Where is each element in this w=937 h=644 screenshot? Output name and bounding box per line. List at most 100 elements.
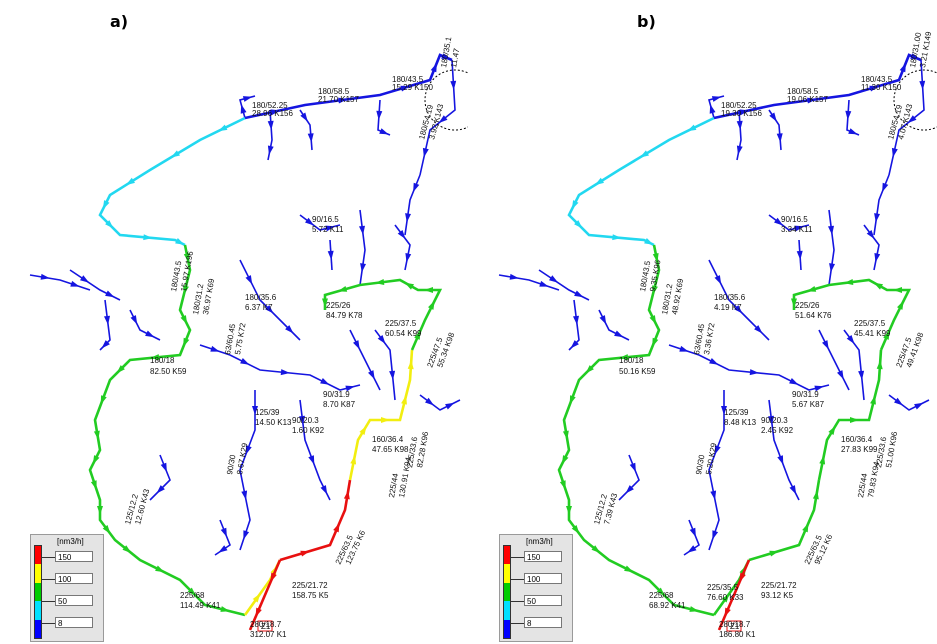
flow-arrow (93, 430, 100, 440)
pipe-label: 180/18 (619, 356, 644, 365)
pipe-label: 11.47 (449, 47, 461, 68)
flow-arrow (777, 455, 784, 465)
flow-arrow (869, 85, 879, 92)
flow-arrow (629, 462, 636, 473)
flow-arrow (40, 273, 50, 280)
flow-arrow (125, 177, 135, 186)
pipe-label: 225/21.72 (292, 581, 328, 590)
flow-arrow (914, 402, 924, 410)
flow-arrow (571, 200, 579, 210)
pipe-label: 90/16.5 (312, 215, 339, 224)
flow-arrow (285, 325, 294, 334)
flow-arrow (789, 378, 799, 385)
flow-arrow (245, 445, 252, 455)
flow-arrow (710, 490, 717, 500)
flow-arrow (210, 345, 220, 352)
flow-arrow (769, 112, 777, 122)
flow-arrow (739, 109, 749, 116)
flow-arrow (794, 225, 804, 232)
flow-arrow (828, 225, 834, 235)
pipe-label: 50.16 K59 (619, 367, 656, 376)
flow-arrow (143, 234, 153, 241)
pipe-label: 51.00 K96 (884, 430, 899, 468)
pipe-label: 180/58.5 (787, 87, 819, 96)
pipe-label: 158.75 K5 (292, 591, 329, 600)
flow-arrow (422, 147, 429, 158)
branch-pipe (618, 454, 640, 501)
panel-a: a) 180/52.25 28.96 K156 180/58.5 21.70 K157… (0, 0, 468, 644)
branch-pipe (498, 274, 560, 291)
pipe-label: 160/36.4 (372, 435, 404, 444)
pipe-label: 51.64 K76 (795, 311, 832, 320)
flow-arrow (721, 406, 727, 415)
pipe-label: 280/18.7 (719, 620, 751, 629)
legend-value-box: 50 (55, 595, 93, 606)
flow-arrow (625, 485, 634, 494)
pipe-label: 28.96 K156 (252, 109, 293, 118)
flow-arrow (549, 275, 559, 283)
pipe-label: 93.12 K5 (761, 591, 794, 600)
flow-arrow (656, 587, 665, 596)
pipe-label: 8.70 K87 (323, 400, 356, 409)
flow-arrow (724, 607, 731, 618)
flow-arrow (562, 430, 569, 440)
legend-unit: [nm3/h] (526, 537, 553, 546)
pipe-label: 4.19 K7 (714, 303, 742, 312)
legend-color-segment (35, 619, 41, 638)
legend-value-box: 100 (524, 573, 562, 584)
pipe-label: 90/31.9 (323, 390, 350, 399)
flow-arrow (652, 337, 659, 348)
supply-node-box (726, 620, 742, 632)
flow-arrow (80, 275, 90, 283)
flow-arrow (379, 128, 389, 135)
legend-value-box: 8 (55, 617, 93, 628)
flow-arrow (874, 253, 881, 263)
pipe-label: 82.50 K59 (150, 367, 187, 376)
flow-arrow (353, 340, 360, 350)
flow-arrow (100, 395, 107, 405)
pipe-label: 36.97 K69 (201, 277, 216, 315)
legend-tick (41, 557, 55, 558)
pipe-label: 5.67 K87 (792, 400, 825, 409)
flow-arrow (255, 607, 262, 618)
legend-tick (41, 623, 55, 624)
pipe-label: 180/43.5 (861, 75, 893, 84)
pipe-label: 114.49 K41 (180, 601, 221, 610)
flow-arrow (559, 480, 566, 490)
pipe-label: 225/37.5 (385, 319, 417, 328)
flow-arrow (97, 506, 103, 515)
flow-arrow (689, 606, 699, 612)
flow-arrow (92, 455, 100, 465)
flow-arrow (243, 530, 250, 540)
flow-arrow (441, 53, 451, 60)
flow-arrow (160, 462, 167, 473)
legend-color-segment (35, 582, 41, 602)
flow-arrow (689, 527, 696, 538)
flow-arrow (333, 522, 340, 533)
flow-arrow (400, 85, 410, 92)
branch-pipe (239, 390, 256, 551)
flow-arrow (130, 315, 138, 325)
main-pipe-main-left (557, 244, 715, 617)
flow-arrow (376, 110, 383, 120)
legend-color-segment (504, 601, 510, 620)
flow-arrow (644, 238, 654, 245)
pipe-label: 8.67 K29 (235, 442, 250, 476)
flow-arrow (591, 545, 601, 554)
pipe-label: 76.60 K33 (707, 593, 744, 602)
flow-arrow (156, 485, 165, 494)
flow-arrow (305, 217, 314, 226)
flow-arrow (183, 285, 189, 295)
main-pipe-main-left (88, 244, 246, 617)
supply-node-label: Z1 (730, 622, 740, 631)
pipe-label: 90/30 (694, 454, 706, 476)
flow-arrow (220, 527, 227, 538)
flow-arrow (322, 298, 328, 308)
branch-pipe (149, 454, 171, 501)
flow-arrow (768, 415, 774, 425)
flow-arrow (828, 425, 836, 435)
pipe-label: 84.79 K78 (326, 311, 363, 320)
flow-arrow (897, 300, 904, 310)
legend-value-box: 8 (524, 617, 562, 628)
supply-node-box (257, 620, 273, 632)
